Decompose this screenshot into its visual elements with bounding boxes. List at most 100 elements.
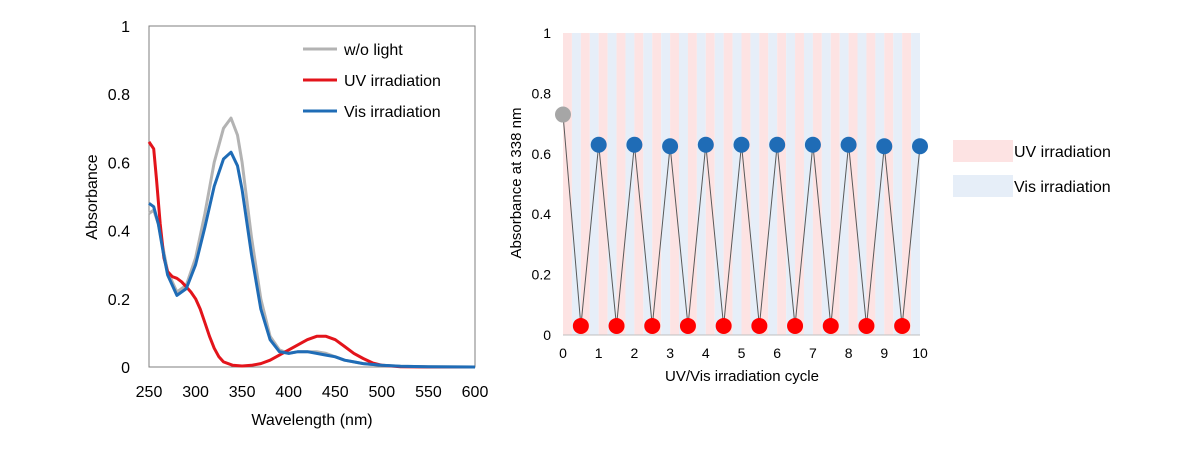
spectra-x-axis-label: Wavelength (nm) — [251, 412, 372, 429]
uv-band — [884, 33, 894, 335]
uv-band — [741, 33, 751, 335]
x-tick-label: 400 — [275, 384, 302, 401]
vis-point — [697, 136, 714, 153]
x-tick-label: 0 — [559, 345, 567, 361]
x-tick-label: 4 — [702, 345, 710, 361]
vis-band — [589, 33, 599, 335]
uv-point — [894, 317, 911, 334]
y-tick-label: 0 — [121, 360, 130, 377]
uv-band — [902, 33, 912, 335]
vis-band — [857, 33, 867, 335]
x-tick-label: 8 — [845, 345, 853, 361]
uv-point — [608, 317, 625, 334]
x-tick-label: 250 — [136, 384, 163, 401]
x-tick-label: 450 — [322, 384, 349, 401]
cycling-points — [555, 106, 928, 334]
legend-label-vis-irradiation: Vis irradiation — [344, 104, 441, 121]
vis-band — [643, 33, 653, 335]
x-tick-label: 1 — [595, 345, 603, 361]
uv-band — [723, 33, 733, 335]
vis-band — [696, 33, 706, 335]
uv-band — [634, 33, 644, 335]
y-tick-label: 1 — [121, 19, 130, 36]
x-tick-label: 6 — [773, 345, 781, 361]
cycling-x-tick-labels: 0 1 2 3 4 5 6 7 8 9 10 — [559, 345, 928, 361]
vis-point — [912, 138, 928, 155]
uv-band — [670, 33, 680, 335]
vis-point — [769, 136, 786, 153]
cycling-chart: 0 1 2 3 4 5 6 7 8 9 10 0 0.2 0.4 0.6 0.8 1 UV irradiati… — [508, 25, 1111, 385]
legend-label-uv-irradiation: UV irradiation — [1014, 144, 1111, 161]
vis-point — [840, 136, 857, 153]
uv-point — [822, 317, 839, 334]
spectra-series-group — [147, 116, 476, 369]
y-tick-label: 0.6 — [108, 155, 130, 172]
uv-band — [866, 33, 876, 335]
uv-band — [652, 33, 662, 335]
uv-point — [751, 317, 768, 334]
x-tick-label: 600 — [462, 384, 489, 401]
vis-band — [714, 33, 724, 335]
vis-point — [590, 136, 607, 153]
spectra-plot-frame — [148, 25, 476, 368]
uv-point — [679, 317, 696, 334]
x-tick-label: 550 — [415, 384, 442, 401]
vis-point — [733, 136, 750, 153]
uv-band — [812, 33, 822, 335]
uv-point — [644, 317, 661, 334]
vis-band — [607, 33, 617, 335]
x-tick-label: 9 — [880, 345, 888, 361]
vis-band — [786, 33, 796, 335]
x-tick-label: 10 — [912, 345, 928, 361]
uv-point — [715, 317, 732, 334]
uv-band — [830, 33, 840, 335]
series-line-vis-irradiation — [148, 150, 476, 369]
x-tick-label: 5 — [738, 345, 746, 361]
x-tick-label: 300 — [182, 384, 209, 401]
y-tick-label: 1 — [543, 25, 551, 41]
vis-point — [662, 138, 679, 155]
uv-band — [687, 33, 697, 335]
y-tick-label: 0 — [543, 327, 551, 343]
y-tick-label: 0.2 — [108, 292, 130, 309]
spectra-y-tick-labels: 0 0.2 0.4 0.6 0.8 1 — [108, 19, 130, 377]
spectra-x-tick-labels: 250 300 350 400 450 500 550 600 — [136, 384, 489, 401]
x-tick-label: 2 — [631, 345, 639, 361]
uv-band — [848, 33, 858, 335]
vis-band — [750, 33, 760, 335]
uv-point — [572, 317, 589, 334]
uv-band — [616, 33, 626, 335]
vis-point — [804, 136, 821, 153]
cycling-y-tick-labels: 0 0.2 0.4 0.6 0.8 1 — [532, 25, 552, 343]
uv-band — [563, 33, 572, 335]
y-tick-label: 0.4 — [532, 206, 552, 222]
vis-band — [803, 33, 813, 335]
vis-band — [911, 33, 920, 335]
vis-band — [661, 33, 671, 335]
vis-point — [876, 138, 893, 155]
y-tick-label: 0.8 — [108, 87, 130, 104]
vis-band — [732, 33, 742, 335]
uv-band — [759, 33, 769, 335]
vis-band — [679, 33, 688, 335]
legend-label-w-o-light: w/o light — [343, 42, 403, 59]
uv-point — [787, 317, 804, 334]
uv-band — [705, 33, 715, 335]
x-tick-label: 7 — [809, 345, 817, 361]
uv-band — [580, 33, 590, 335]
legend-swatch-uv-irradiation — [953, 140, 1013, 162]
irradiation-bands — [563, 33, 920, 335]
vis-point — [626, 136, 643, 153]
spectra-chart: 250 300 350 400 450 500 550 600 00.20.40.60.81 … — [84, 19, 488, 429]
uv-point — [858, 317, 875, 334]
vis-band — [839, 33, 849, 335]
y-tick-label: 0.8 — [532, 85, 552, 101]
legend-label-vis-irradiation: Vis irradiation — [1014, 179, 1111, 196]
cycling-legend: UV irradiation Vis irradiation — [953, 140, 1111, 197]
legend-swatch-vis-irradiation — [953, 175, 1013, 197]
vis-band — [893, 33, 903, 335]
vis-band — [768, 33, 778, 335]
vis-band — [571, 33, 581, 335]
legend-label-uv-irradiation: UV irradiation — [344, 73, 441, 90]
